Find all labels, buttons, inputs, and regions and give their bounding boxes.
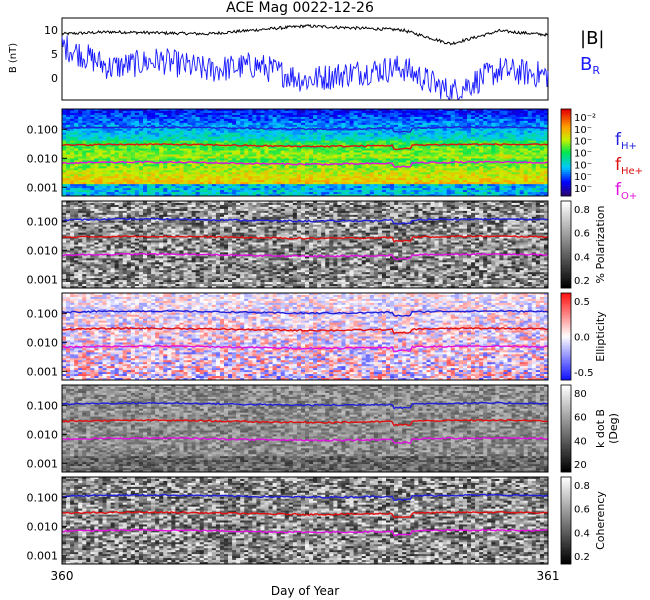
k-dot-b-colorbar-tick: 20 [574,460,587,471]
coherency-colorbar-tick: 0.2 [574,552,590,563]
legend-f-o: fO+ [615,180,637,202]
power-spectrum-colorbar-tick: 10⁻ [574,149,592,160]
k-dot-b-colorbar-tick: 40 [574,436,587,447]
k-dot-b-colorbar-tick: 60 [574,413,587,424]
polarization-ytick: 0.001 [27,273,59,286]
coherency-ytick: 0.001 [27,549,59,562]
figure-title: ACE Mag 0022-12-26 [226,0,374,16]
polarization-colorbar-tick: 0.6 [574,229,590,240]
ellipticity-ytick: 0.010 [27,336,59,349]
coherency-ytick: 0.100 [27,491,59,504]
x-axis-label: Day of Year [271,584,339,598]
polarization-ytick: 0.100 [27,215,59,228]
coherency-heatmap-cells [62,477,548,564]
coherency-colorbar-tick: 0.8 [574,481,590,492]
power-spectrum-ytick: 0.001 [27,181,59,194]
spectral-panels: 0.1000.0100.00110⁻²10⁻10⁻10⁻10⁻10⁻10⁻0.1… [27,109,621,564]
xtick-360: 360 [51,569,74,583]
k-dot-b-colorbar-label: k dot B [594,409,607,448]
ellipticity-colorbar-tick: -0.5 [574,368,594,379]
power-spectrum-colorbar-tick: 10⁻ [574,137,592,148]
panel-coherency: 0.100 0.010 0.001 0.8 0.6 0.4 0.2 Coherency [27,477,608,564]
power-spectrum-colorbar-tick: 10⁻² [574,113,596,124]
ellipticity-colorbar-label: Ellipticity [594,311,607,362]
power-spectrum-colorbar-tick: 10⁻ [574,160,592,171]
polarization-colorbar-tick: 0.4 [574,252,590,263]
coherency-colorbar: 0.8 0.6 0.4 0.2 Coherency [561,477,607,564]
power-spectrum-ytick: 0.010 [27,152,59,165]
panel-b-frame [62,18,548,100]
ellipticity-ytick: 0.001 [27,365,59,378]
ellipticity-ytick: 0.100 [27,307,59,320]
power-spectrum-heatmap-cells [62,109,548,196]
legend-f-h: fH+ [615,130,637,152]
ellipticity-colorbar-tick: 0.0 [574,333,590,344]
power-spectrum-colorbar-tick: 10⁻ [574,184,592,195]
k-dot-b-colorbar-label2: (Deg) [607,413,620,444]
k-dot-b-colorbar-tick: 80 [574,389,587,400]
polarization-heatmap-cells [62,201,548,288]
polarization-ytick: 0.010 [27,244,59,257]
legend-b-total: |B| [580,28,604,49]
k-dot-b-heatmap-cells [62,385,548,472]
power-spectrum-ytick: 0.100 [27,123,59,136]
b-ytick-5: 5 [51,48,58,61]
legend-b-radial: BR [580,54,600,77]
legend-f-he: fHe+ [615,155,643,177]
coherency-colorbar-tick: 0.6 [574,505,590,516]
polarization-colorbar-tick: 0.8 [574,205,590,216]
polarization-colorbar-label: % Polarization [594,206,607,284]
frequency-legend: fH+ fHe+ fO+ [615,130,643,202]
power-spectrum-colorbar: 10⁻²10⁻10⁻10⁻10⁻10⁻10⁻ [561,109,596,196]
ellipticity-heatmap-cells [62,293,548,380]
b-ylabel: B (nT) [8,43,19,73]
polarization-colorbar: 0.8 0.6 0.4 0.2 % Polarization [561,201,607,288]
panel-b-field: 10 5 0 B (nT) |B| BR [8,18,604,100]
b-ytick-10: 10 [44,24,58,37]
k-dot-b-ytick: 0.001 [27,457,59,470]
panel-polarization: 0.100 0.010 0.001 0.8 0.6 0.4 0.2 % Polarizatio… [27,201,608,288]
power-spectrum-colorbar-tick: 10⁻ [574,172,592,183]
k-dot-b-ytick: 0.100 [27,399,59,412]
b-ytick-0: 0 [51,72,58,85]
coherency-colorbar-tick: 0.4 [574,528,590,539]
polarization-colorbar-tick: 0.2 [574,276,590,287]
coherency-colorbar-label: Coherency [594,491,607,550]
k-dot-b-ytick: 0.010 [27,428,59,441]
xtick-361: 361 [537,569,560,583]
coherency-ytick: 0.010 [27,520,59,533]
power-spectrum-colorbar-tick: 10⁻ [574,125,592,136]
panel-k-dot-b: 0.100 0.010 0.001 80 60 40 20 k dot B (Deg) [27,385,621,472]
k-dot-b-colorbar: 80 60 40 20 k dot B (Deg) [561,385,620,472]
ellipticity-colorbar-tick: 0.5 [574,297,590,308]
